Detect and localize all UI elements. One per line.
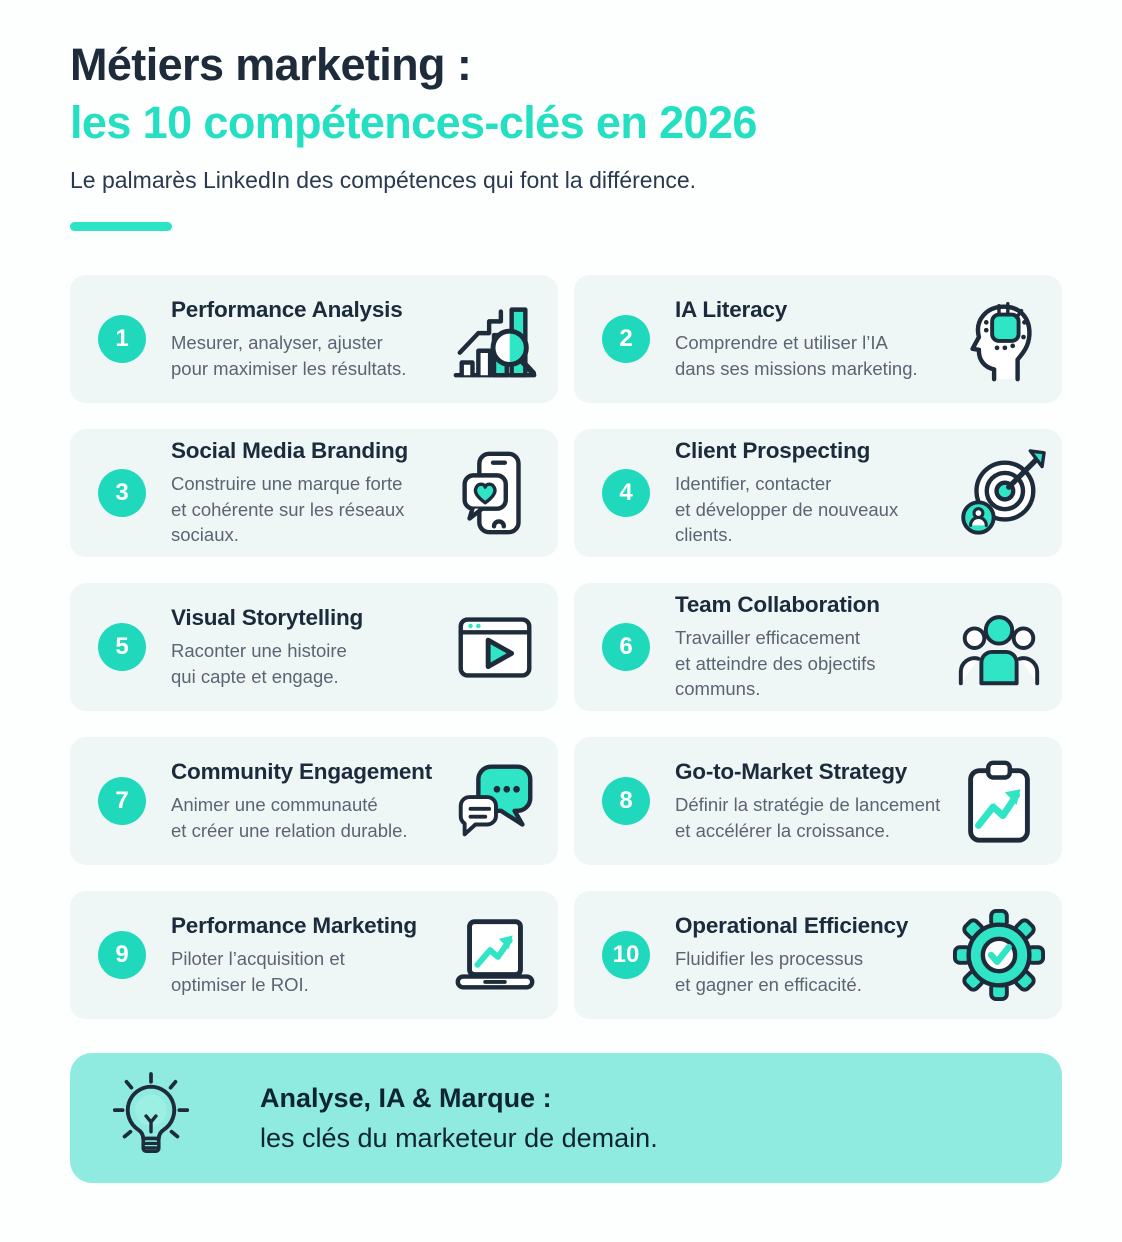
skill-text: Team Collaboration Travailler efficaceme… — [675, 592, 948, 702]
skill-title: IA Literacy — [675, 297, 788, 323]
skill-text: IA Literacy Comprendre et utiliser l’IA … — [675, 297, 948, 381]
accent-underline — [70, 222, 172, 232]
rank-badge: 3 — [98, 469, 146, 518]
skill-title: Social Media Branding — [171, 438, 409, 464]
rank-badge: 1 — [98, 315, 146, 364]
page-title-line1: Métiers marketing : — [70, 39, 472, 90]
phone-heart-bubble-icon — [448, 446, 542, 540]
skill-text: Operational Efficiency Fluidifier les pr… — [675, 913, 948, 997]
skill-description: Identifier, contacter et développer de n… — [675, 473, 899, 546]
page-title: Métiers marketing : les 10 compétences-c… — [70, 36, 1062, 151]
rank-badge: 7 — [98, 777, 146, 826]
laptop-growth-icon — [448, 908, 542, 1002]
header: Métiers marketing : les 10 compétences-c… — [70, 36, 1062, 232]
skill-card: 6 Team Collaboration Travailler efficace… — [574, 583, 1062, 712]
skill-text: Client Prospecting Identifier, contacter… — [675, 438, 948, 548]
skill-card: 2 IA Literacy Comprendre et utiliser l’I… — [574, 275, 1062, 404]
clipboard-growth-icon — [952, 754, 1046, 848]
skill-title: Operational Efficiency — [675, 913, 909, 939]
skill-description: Mesurer, analyser, ajuster pour maximise… — [171, 332, 407, 379]
infographic-page: Métiers marketing : les 10 compétences-c… — [70, 36, 1062, 1184]
skill-text: Performance Marketing Piloter l’acquisit… — [171, 913, 444, 997]
skill-text: Performance Analysis Mesurer, analyser, … — [171, 297, 444, 381]
skill-description: Raconter une histoire qui capte et engag… — [171, 640, 347, 687]
skill-title: Client Prospecting — [675, 438, 871, 464]
lightbulb-icon — [104, 1071, 198, 1165]
skill-description: Construire une marque forte et cohérente… — [171, 473, 405, 546]
skill-description: Travailler efficacement et atteindre des… — [675, 627, 876, 700]
skill-title: Performance Marketing — [171, 913, 417, 939]
skill-text: Community Engagement Animer une communau… — [171, 759, 444, 843]
skill-description: Animer une communauté et créer une relat… — [171, 794, 408, 841]
skills-grid: 1 Performance Analysis Mesurer, analyser… — [70, 275, 1062, 1020]
banner-title: Analyse, IA & Marque : — [260, 1082, 552, 1113]
rank-badge: 2 — [602, 315, 650, 364]
skill-text: Go-to-Market Strategy Définir la stratég… — [675, 759, 948, 843]
skill-card: 1 Performance Analysis Mesurer, analyser… — [70, 275, 558, 404]
skill-card: 9 Performance Marketing Piloter l’acquis… — [70, 891, 558, 1020]
skill-title: Performance Analysis — [171, 297, 403, 323]
rank-badge: 9 — [98, 931, 146, 980]
chat-bubbles-icon — [448, 754, 542, 848]
skill-card: 5 Visual Storytelling Raconter une histo… — [70, 583, 558, 712]
skill-card: 4 Client Prospecting Identifier, contact… — [574, 429, 1062, 558]
skill-card: 3 Social Media Branding Construire une m… — [70, 429, 558, 558]
page-subtitle: Le palmarès LinkedIn des compétences qui… — [70, 167, 697, 194]
skill-text: Visual Storytelling Raconter une histoir… — [171, 605, 444, 689]
skill-card: 7 Community Engagement Animer une commun… — [70, 737, 558, 866]
target-arrow-client-icon — [952, 446, 1046, 540]
rank-badge: 10 — [602, 931, 650, 980]
skill-description: Comprendre et utiliser l’IA dans ses mis… — [675, 332, 918, 379]
page-title-line2: les 10 compétences-clés en 2026 — [70, 96, 757, 148]
rank-badge: 6 — [602, 623, 650, 672]
skill-title: Visual Storytelling — [171, 605, 364, 631]
skill-card: 8 Go-to-Market Strategy Définir la strat… — [574, 737, 1062, 866]
banner-subtitle: les clés du marketeur de demain. — [260, 1123, 658, 1154]
bar-chart-magnifier-icon — [448, 292, 542, 386]
summary-banner: Analyse, IA & Marque : les clés du marke… — [70, 1053, 1062, 1184]
video-player-icon — [448, 600, 542, 694]
skill-text: Social Media Branding Construire une mar… — [171, 438, 444, 548]
ai-head-chip-icon — [952, 292, 1046, 386]
skill-description: Fluidifier les processus et gagner en ef… — [675, 948, 864, 995]
rank-badge: 8 — [602, 777, 650, 826]
team-people-icon — [952, 600, 1046, 694]
rank-badge: 4 — [602, 469, 650, 518]
skill-title: Team Collaboration — [675, 592, 880, 618]
skill-title: Community Engagement — [171, 759, 433, 785]
banner-text: Analyse, IA & Marque : les clés du marke… — [260, 1078, 658, 1159]
gear-check-icon — [952, 908, 1046, 1002]
skill-title: Go-to-Market Strategy — [675, 759, 908, 785]
skill-description: Piloter l’acquisition et optimiser le RO… — [171, 948, 345, 995]
rank-badge: 5 — [98, 623, 146, 672]
skill-card: 10 Operational Efficiency Fluidifier les… — [574, 891, 1062, 1020]
skill-description: Définir la stratégie de lancement et acc… — [675, 794, 941, 841]
